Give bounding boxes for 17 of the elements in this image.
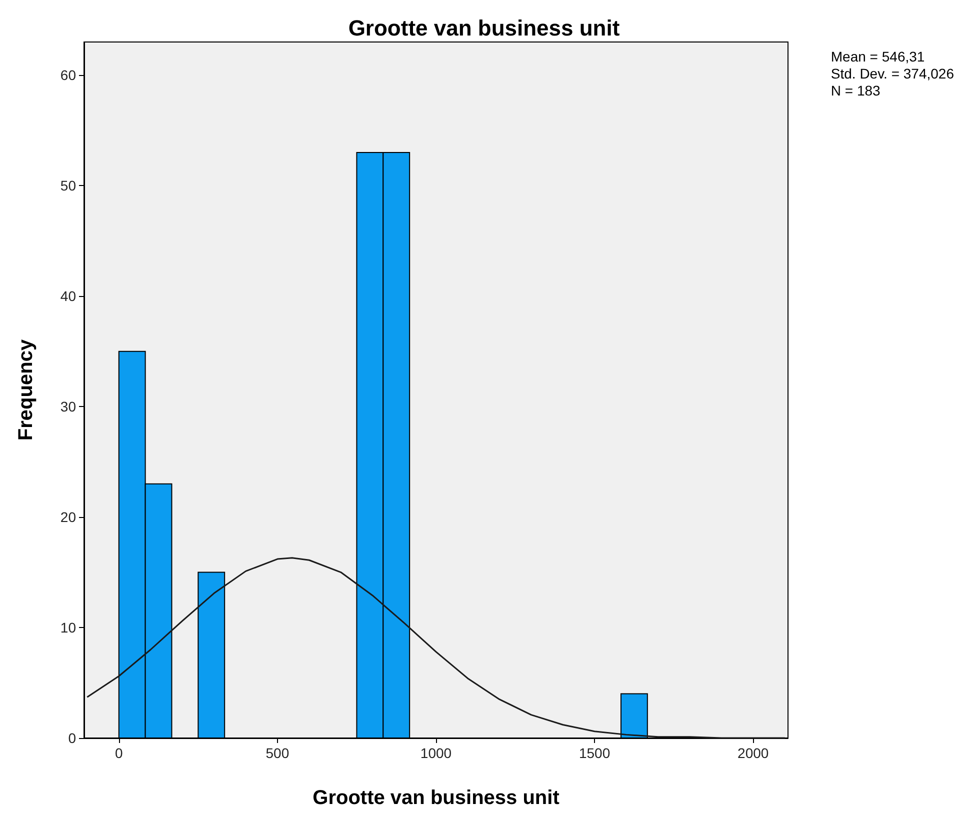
x-tick-label: 2000 bbox=[738, 745, 769, 761]
y-tick-label: 60 bbox=[60, 67, 76, 84]
y-tick-label: 40 bbox=[60, 288, 76, 304]
line-series bbox=[86, 557, 786, 739]
text: Mean = 546,31 Std. Dev. = 374,026 N = 183 bbox=[830, 48, 954, 98]
x-tick-label: 1500 bbox=[578, 745, 610, 761]
x-axis-title: Grootte van business unit bbox=[312, 787, 560, 809]
y-tick-label: 20 bbox=[60, 509, 76, 526]
y-tick-label: 30 bbox=[60, 398, 76, 415]
chart-title: Grootte van business unit bbox=[348, 16, 620, 40]
y-tick-label: 0 bbox=[68, 730, 76, 746]
x-tick-label: 1000 bbox=[420, 745, 452, 761]
y-tick-label: 50 bbox=[60, 178, 76, 194]
x-tick-label: 0 bbox=[114, 745, 123, 761]
y-axis-title: Frequency bbox=[15, 338, 37, 441]
x-tick-label: 500 bbox=[266, 745, 290, 761]
y-tick-label: 10 bbox=[60, 620, 76, 636]
